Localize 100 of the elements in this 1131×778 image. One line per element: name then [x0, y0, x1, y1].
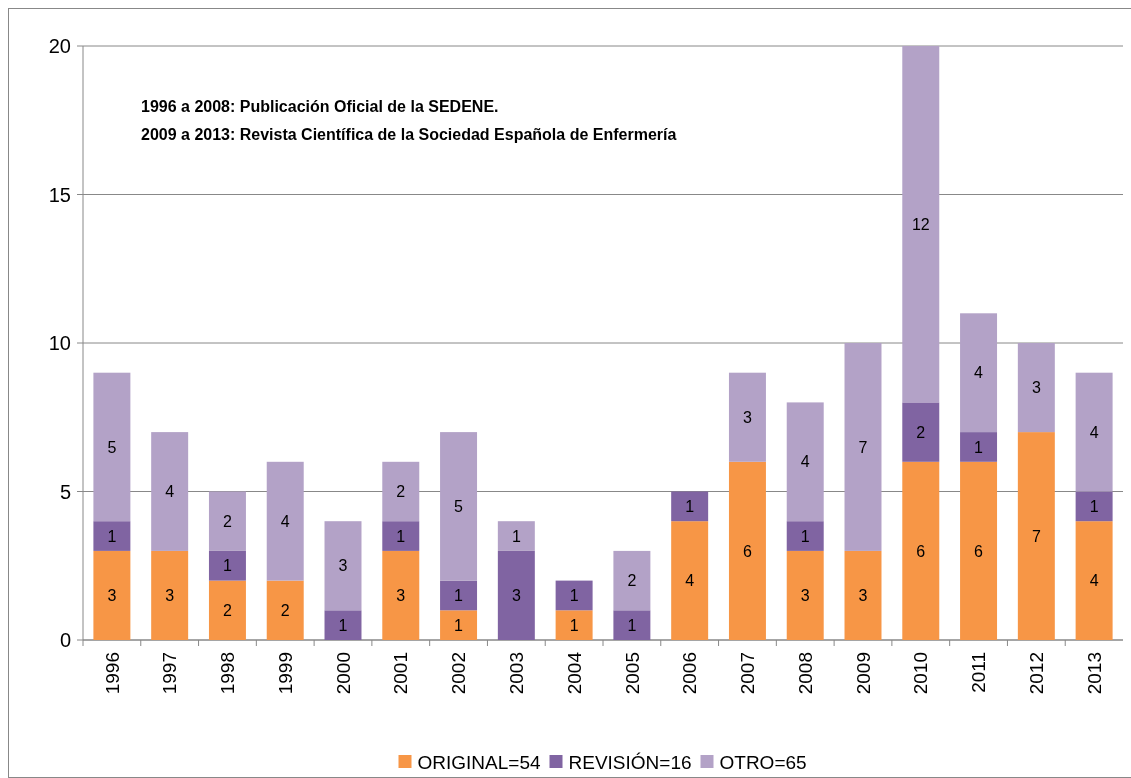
bar: [902, 46, 940, 403]
y-tick-label: 15: [48, 183, 71, 206]
data-label: 4: [1089, 572, 1099, 590]
bar: [93, 550, 131, 640]
data-label: 3: [858, 587, 868, 605]
bar: [960, 432, 998, 462]
data-label: 7: [858, 438, 868, 456]
y-tick-label: 20: [48, 35, 71, 57]
data-label: 4: [280, 512, 290, 530]
bar: [728, 372, 766, 462]
bar: [497, 550, 535, 640]
y-tick-label: 5: [59, 480, 71, 503]
bar: [93, 372, 131, 522]
x-tick-label: 2007: [737, 652, 759, 695]
bar: [786, 550, 824, 640]
data-label: 4: [800, 453, 810, 471]
bar: [208, 491, 246, 551]
data-label: 12: [911, 215, 930, 233]
data-label: 2: [627, 572, 637, 590]
data-label: 1: [685, 497, 695, 515]
bar: [902, 461, 940, 640]
legend-label: OTRO=65: [719, 751, 807, 773]
x-tick-label: 2000: [332, 652, 354, 695]
data-label: 1: [454, 616, 464, 634]
data-label: 3: [165, 587, 175, 605]
x-tick-label: 2013: [1083, 652, 1105, 695]
bar: [555, 610, 593, 640]
x-tick-label: 2004: [563, 651, 585, 695]
bar: [1075, 372, 1113, 492]
data-label: 3: [800, 587, 810, 605]
bar: [786, 402, 824, 522]
x-tick-label: 2012: [1025, 652, 1047, 695]
data-label: 4: [1089, 423, 1099, 441]
data-label: 5: [107, 438, 117, 456]
data-label: 2: [916, 423, 926, 441]
bar: [555, 580, 593, 611]
data-label: 1: [396, 527, 406, 545]
data-label: 1: [974, 438, 984, 456]
bar: [151, 432, 189, 551]
data-label: 6: [974, 542, 984, 560]
data-label: 1: [107, 527, 117, 545]
data-label: 3: [338, 557, 348, 575]
x-tick-label: 2008: [794, 652, 816, 695]
bar: [1017, 432, 1055, 640]
data-label: 6: [742, 542, 752, 560]
data-label: 1: [800, 527, 810, 545]
data-label: 3: [1031, 379, 1041, 397]
data-label: 7: [1031, 527, 1041, 545]
bar: [440, 610, 478, 640]
bar: [844, 343, 882, 551]
bar: [671, 491, 709, 522]
x-tick-label: 1997: [159, 652, 181, 695]
x-tick-label: 1996: [101, 652, 123, 695]
bar: [960, 313, 998, 433]
bar: [902, 402, 940, 462]
bar: [440, 580, 478, 611]
data-label: 1: [454, 587, 464, 605]
data-label: 2: [280, 601, 290, 619]
data-label: 4: [685, 572, 695, 590]
legend-label: REVISIÓN=16: [568, 751, 692, 773]
y-tick-label: 10: [48, 332, 71, 354]
data-label: 1: [1089, 497, 1099, 515]
bar: [497, 521, 535, 551]
bar: [671, 521, 709, 640]
x-tick-label: 2002: [448, 652, 470, 695]
data-label: 1: [569, 616, 579, 634]
data-label: 6: [916, 542, 926, 560]
x-tick-label: 1999: [274, 652, 296, 695]
data-label: 3: [396, 587, 406, 605]
x-tick-label: 2009: [852, 652, 874, 695]
annotation: 2009 a 2013: Revista Científica de la Sociedad Española de Enfermería: [141, 126, 677, 143]
data-label: 1: [627, 616, 637, 634]
data-label: 4: [974, 364, 984, 382]
bar: [382, 550, 420, 640]
x-tick-label: 1998: [217, 652, 239, 695]
x-tick-label: 2010: [910, 652, 932, 695]
data-label: 4: [165, 483, 175, 501]
x-tick-label: 2011: [968, 652, 990, 693]
x-tick-label: 2003: [505, 652, 527, 695]
bar: [266, 461, 304, 581]
data-label: 3: [511, 587, 521, 605]
legend-label: ORIGINAL=54: [417, 751, 541, 773]
bar: [382, 521, 420, 551]
bar: [324, 610, 362, 640]
data-label: 1: [222, 557, 232, 575]
bar: [728, 461, 766, 640]
bar: [1075, 521, 1113, 640]
x-tick-label: 2005: [621, 652, 643, 695]
data-label: 1: [511, 527, 521, 545]
x-tick-label: 2001: [390, 652, 412, 695]
data-label: 2: [396, 483, 406, 501]
bar: [844, 550, 882, 640]
y-tick-label: 0: [59, 629, 71, 651]
bar: [151, 550, 189, 640]
bar: [208, 550, 246, 581]
annotation: 1996 a 2008: Publicación Oficial de la SEDENE.: [141, 98, 499, 115]
x-tick-label: 2006: [679, 652, 701, 695]
bar: [382, 461, 420, 522]
data-label: 2: [222, 512, 232, 530]
bar: [440, 432, 478, 581]
